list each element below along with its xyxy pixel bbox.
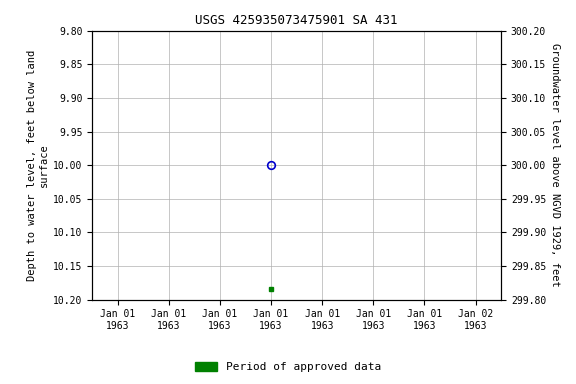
- Legend: Period of approved data: Period of approved data: [191, 357, 385, 377]
- Y-axis label: Groundwater level above NGVD 1929, feet: Groundwater level above NGVD 1929, feet: [550, 43, 560, 287]
- Y-axis label: Depth to water level, feet below land
surface: Depth to water level, feet below land su…: [27, 50, 49, 281]
- Title: USGS 425935073475901 SA 431: USGS 425935073475901 SA 431: [195, 14, 398, 27]
